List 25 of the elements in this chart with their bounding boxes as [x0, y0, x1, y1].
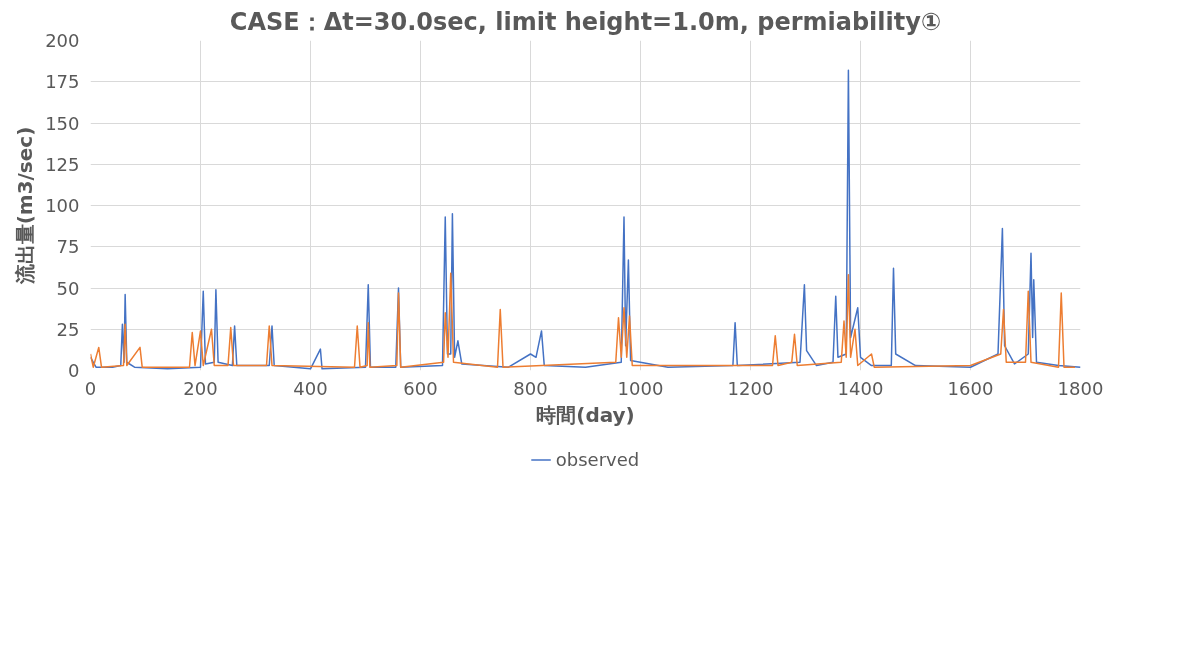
x-tick-label: 800 [513, 377, 548, 399]
y-tick-label: 0 [68, 360, 80, 381]
y-tick-label: 150 [45, 112, 80, 134]
y-tick-label: 25 [56, 318, 80, 340]
line-series [90, 272, 1076, 368]
x-tick-label: 600 [403, 377, 438, 399]
x-tick-label: 400 [293, 377, 328, 399]
x-axis-title: 時間(day) [536, 402, 635, 427]
x-tick-label: 1400 [837, 377, 884, 399]
y-axis-title: 流出量(m3/sec) [13, 126, 38, 286]
x-tick-label: 1000 [617, 377, 664, 399]
y-tick-label: 75 [56, 236, 80, 258]
x-tick-label: 1600 [947, 377, 994, 399]
y-tick-label: 200 [45, 30, 80, 51]
line-series [90, 69, 1081, 370]
y-tick-label: 50 [56, 277, 80, 299]
x-tick-label: 1800 [1057, 377, 1104, 399]
chart-title: CASE：Δt=30.0sec, limit height=1.0m, permiability① [229, 7, 942, 36]
x-tick-label: 200 [183, 377, 218, 399]
y-tick-label: 175 [45, 71, 80, 93]
x-tick-label: 1200 [727, 377, 774, 399]
y-tick-label: 125 [45, 153, 80, 175]
legend-label: observed [555, 448, 640, 470]
y-tick-label: 100 [45, 195, 80, 216]
x-tick-label: 0 [84, 377, 97, 399]
